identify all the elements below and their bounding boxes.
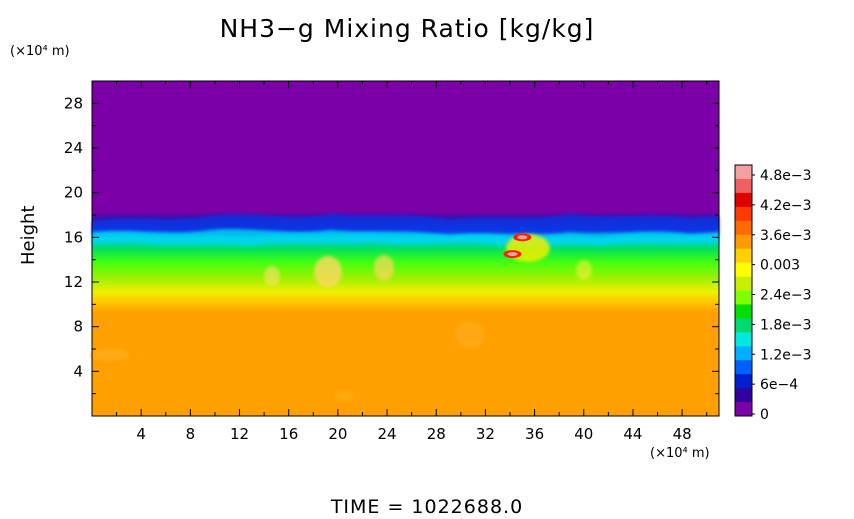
- y-tick-label-8: 8: [73, 318, 83, 336]
- plot-field-background: [92, 81, 719, 416]
- y-tick-label-28: 28: [64, 94, 83, 112]
- colorbar-swatch-12: [735, 332, 752, 347]
- colorbar-swatch-11: [735, 318, 752, 333]
- colorbar-swatch-1: [735, 178, 752, 194]
- plume-24: [374, 255, 394, 281]
- colorbar-swatch-15: [735, 374, 752, 389]
- y-tick-label-24: 24: [64, 139, 83, 157]
- colorbar-swatch-6: [735, 248, 752, 264]
- colorbar-swatch-10: [735, 304, 752, 319]
- colorbar-swatch-14: [735, 360, 752, 375]
- colorbar-swatch-0: [735, 165, 752, 180]
- x-tick-label-32: 32: [476, 425, 495, 443]
- cloud-top-cyan-band: [92, 229, 719, 247]
- x-tick-label-20: 20: [328, 425, 347, 443]
- x-tick-label-48: 48: [673, 425, 692, 443]
- plot-frame: [91, 80, 720, 417]
- colorbar-swatch-5: [735, 234, 752, 250]
- x-tick-label-44: 44: [623, 425, 642, 443]
- colorbar-label-5: 1.8e−3: [760, 317, 812, 333]
- chart-title: NH3−g Mixing Ratio [kg/kg]: [219, 14, 595, 43]
- colorbar-swatch-13: [735, 346, 752, 361]
- x-tick-label-8: 8: [186, 425, 196, 443]
- time-stamp: TIME = 1022688.0: [330, 496, 524, 518]
- colorbar-swatch-4: [735, 220, 752, 236]
- y-tick-label-12: 12: [64, 273, 83, 291]
- colorbar-swatch-7: [735, 262, 752, 278]
- colorbar-swatch-16: [735, 388, 752, 403]
- y-axis-unit: (×10⁴ m): [10, 44, 70, 59]
- colorbar-swatch-17: [735, 402, 752, 417]
- plume-20: [314, 256, 342, 288]
- blotch-bottom: [334, 391, 354, 401]
- colorbar-label-8: 0: [760, 407, 769, 423]
- y-tick-label-20: 20: [64, 184, 83, 202]
- colorbar-label-2: 3.6e−3: [760, 228, 812, 244]
- x-tick-label-24: 24: [378, 425, 397, 443]
- colorbar-label-7: 6e−4: [760, 377, 798, 393]
- blotch-mid: [456, 321, 484, 349]
- colorbar-label-3: 0.003: [760, 258, 800, 274]
- x-tick-label-36: 36: [525, 425, 544, 443]
- x-tick-label-16: 16: [279, 425, 298, 443]
- hotspot-core-1: [507, 252, 518, 257]
- blotch-left: [90, 349, 130, 361]
- x-tick-label-12: 12: [230, 425, 249, 443]
- x-tick-label-28: 28: [427, 425, 446, 443]
- plume-18: [264, 266, 280, 286]
- colorbar-swatch-8: [735, 276, 752, 291]
- colorbar-frame: [734, 164, 753, 417]
- y-tick-label-4: 4: [73, 362, 83, 380]
- y-tick-label-16: 16: [64, 228, 83, 246]
- colorbar-label-1: 4.2e−3: [760, 198, 812, 214]
- colorbar-swatch-9: [735, 290, 752, 305]
- colorbar-label-0: 4.8e−3: [760, 168, 812, 184]
- x-tick-label-4: 4: [136, 425, 146, 443]
- colorbar-swatch-2: [735, 192, 752, 208]
- colorbar-label-6: 1.2e−3: [760, 347, 812, 363]
- hotspot-core-0: [517, 235, 528, 240]
- x-tick-label-40: 40: [574, 425, 593, 443]
- x-axis-unit: (×10⁴ m): [650, 446, 710, 461]
- plume-41: [576, 260, 592, 280]
- colorbar-label-4: 2.4e−3: [760, 288, 812, 304]
- colorbar-swatch-3: [735, 206, 752, 222]
